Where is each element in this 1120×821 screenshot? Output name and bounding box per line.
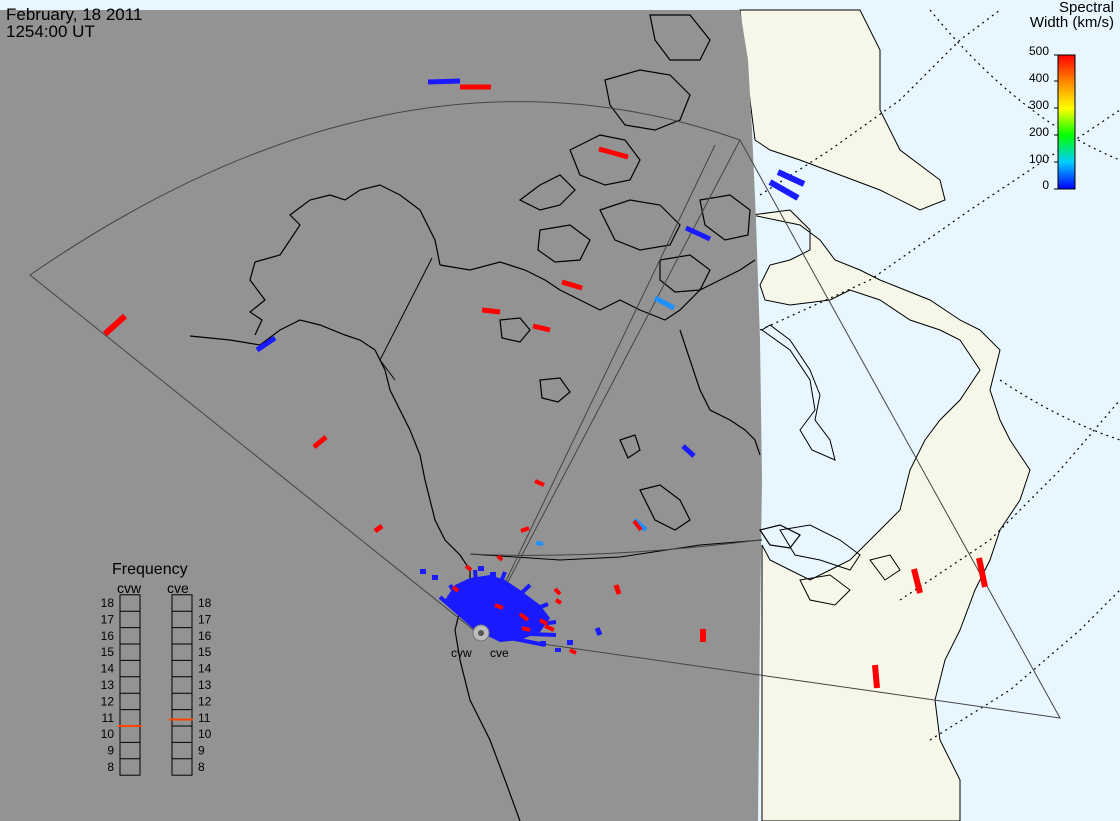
echo [561,279,583,291]
frequency-box [119,594,141,776]
header-time: 1254:00 UT [6,22,95,41]
frequency-radar-cvw: cvw [117,580,142,596]
frequency-tick-right: 15 [198,645,212,659]
frequency-tick-left: 10 [101,727,115,741]
frequency-tick-right: 13 [198,678,212,692]
colorbar-title-line1: Spectral [1058,0,1114,16]
echo [776,169,806,187]
frequency-tick-right: 12 [198,694,212,708]
frequency-tick-right: 10 [198,727,212,741]
echo [768,179,800,201]
colorbar-tick-200: 200 [1029,125,1049,139]
frequency-tick-right: 9 [198,744,205,758]
frequency-title: Frequency [112,561,188,578]
night-shade [0,10,762,821]
frequency-tick-left: 12 [101,694,115,708]
frequency-radar-cve: cve [167,580,189,596]
echo [872,664,880,689]
colorbar-tick-labels: 500 400 300 200 100 0 [1029,44,1049,192]
frequency-tick-left: 13 [101,678,115,692]
echo [534,479,545,487]
grid-lines [759,9,1120,741]
colorbar-tick-500: 500 [1029,44,1049,58]
frequency-tick-left: 8 [107,760,114,774]
frequency-tick-left: 18 [101,596,115,610]
frequency-tick-left: 11 [102,711,115,725]
colorbar [1057,54,1076,190]
echo [632,519,643,532]
echo [312,435,328,449]
colorbar-tick-100: 100 [1029,152,1049,166]
echo-cluster-scatter [420,566,573,652]
echo [598,146,629,160]
echo [373,523,384,534]
frequency-tick-right: 8 [198,760,205,774]
echo [102,313,128,337]
echo [684,225,712,242]
hudson-bay-day [761,324,836,461]
colorbar-tick-0: 0 [1042,178,1049,192]
echo [520,526,530,533]
frequency-ticks-right: 18 17 16 15 14 13 12 11 10 9 8 [198,596,212,774]
echo [535,541,544,546]
echo [976,557,988,588]
colorbar-title-line2: Width (km/s) [1029,14,1114,31]
frequency-tick-right: 17 [198,612,212,626]
frequency-tick-left: 15 [101,645,115,659]
radar-site-dot [478,630,484,636]
echo [481,307,501,315]
echo [681,444,696,458]
frequency-tick-left: 16 [101,629,115,643]
echo [427,78,461,85]
colorbar-ticks [1054,54,1058,190]
frequency-tick-right: 18 [198,596,212,610]
day-coastlines [779,524,901,606]
frequency-tick-left: 17 [101,612,115,626]
echo-cluster-red [451,554,577,655]
frequency-box [171,594,193,776]
frequency-ticks-left: 18 17 16 15 14 13 12 11 10 9 8 [101,596,115,774]
header: February, 18 2011 1254:00 UT [6,6,142,40]
echo [594,627,603,636]
day-land [739,9,1031,821]
colorbar-tick-400: 400 [1029,71,1049,85]
radar-fov [29,101,1061,719]
echo [653,295,676,311]
echo [613,584,622,595]
radar-label-cve: cve [490,646,509,660]
echo [255,335,277,353]
frequency-tick-left: 14 [101,662,115,676]
header-date: February, 18 2011 [6,5,143,24]
echo [911,568,923,594]
night-coastlines [189,14,801,821]
frequency-tick-right: 16 [198,629,212,643]
frequency-boxes [119,594,193,776]
colorbar-tick-300: 300 [1029,98,1049,112]
frequency-tick-right: 14 [198,662,212,676]
political-borders [379,257,763,561]
frequency-tick-right: 11 [198,711,211,725]
echo [532,323,551,333]
radar-label-cvw: cvw [451,646,472,660]
radar-echoes [102,78,988,689]
frequency-tick-left: 9 [107,744,114,758]
colorbar-title: Spectral Width (km/s) [1030,0,1114,30]
